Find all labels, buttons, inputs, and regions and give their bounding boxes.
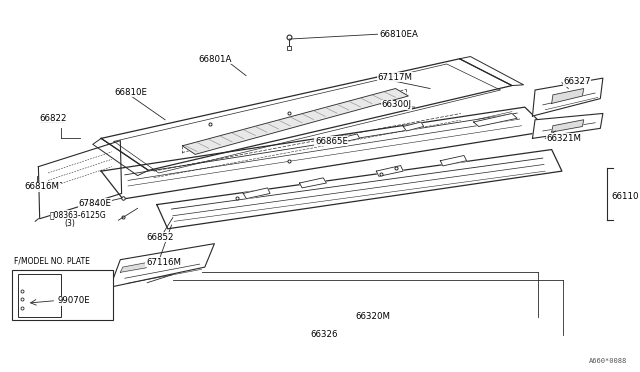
Bar: [12, 270, 113, 320]
Text: A660*0088: A660*0088: [589, 358, 627, 364]
Text: (3): (3): [64, 219, 75, 228]
Text: 66816M: 66816M: [24, 182, 60, 191]
Polygon shape: [182, 89, 408, 154]
Text: 67840E: 67840E: [78, 199, 111, 208]
Text: 66300J: 66300J: [381, 100, 412, 109]
Text: 99070E: 99070E: [58, 296, 90, 305]
Polygon shape: [440, 155, 467, 166]
Text: 66822: 66822: [40, 114, 67, 123]
Text: 66810E: 66810E: [114, 88, 147, 97]
Text: 66865E: 66865E: [315, 137, 348, 146]
Polygon shape: [460, 57, 524, 86]
Polygon shape: [474, 113, 517, 126]
Bar: [18, 274, 61, 317]
Polygon shape: [376, 166, 403, 176]
Text: 66321M: 66321M: [547, 134, 582, 143]
Polygon shape: [157, 150, 562, 229]
Polygon shape: [403, 122, 424, 131]
Polygon shape: [243, 188, 270, 199]
Polygon shape: [110, 244, 214, 287]
Text: 67117M: 67117M: [378, 73, 413, 82]
Text: F/MODEL NO. PLATE: F/MODEL NO. PLATE: [14, 257, 90, 266]
Polygon shape: [552, 120, 584, 132]
Text: 66327: 66327: [563, 77, 591, 86]
Polygon shape: [300, 178, 326, 188]
Polygon shape: [120, 262, 148, 272]
Polygon shape: [552, 89, 584, 103]
Polygon shape: [101, 59, 512, 170]
Text: 66852: 66852: [146, 233, 173, 242]
Polygon shape: [532, 78, 603, 116]
Text: 66810EA: 66810EA: [379, 30, 418, 39]
Text: 66320M: 66320M: [355, 312, 390, 321]
Polygon shape: [101, 107, 549, 199]
Polygon shape: [532, 113, 603, 138]
Text: 66110: 66110: [611, 192, 639, 201]
Text: 67116M: 67116M: [146, 258, 181, 267]
Text: 66801A: 66801A: [198, 55, 232, 64]
Polygon shape: [339, 134, 360, 142]
Text: 66326: 66326: [310, 330, 338, 339]
Text: Ⓢ08363-6125G: Ⓢ08363-6125G: [50, 211, 107, 219]
Polygon shape: [38, 141, 122, 219]
Polygon shape: [93, 138, 148, 176]
